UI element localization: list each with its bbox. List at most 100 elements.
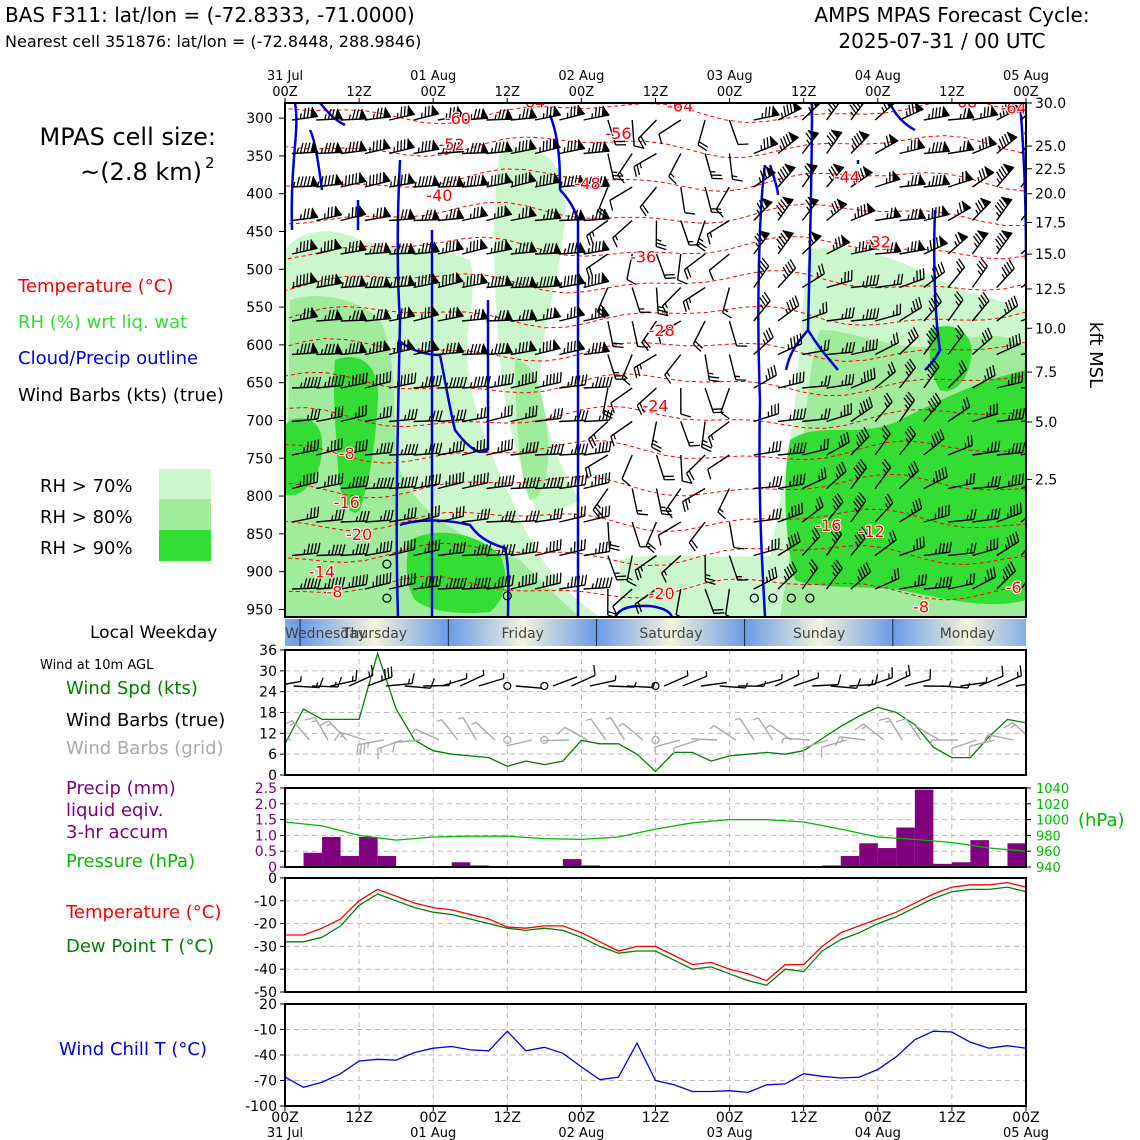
barb-feather [892,170,894,182]
barb-feather [303,240,306,252]
barb-staff [971,300,990,322]
barb-feather [832,528,841,538]
y-tick-label: 6 [268,747,277,763]
wind-barb-250 [340,372,368,389]
barb-half-feather [546,547,548,553]
wind-barb-198 [583,306,610,322]
barb-staff [437,481,464,490]
barb-feather [927,400,935,411]
pressure-tick-label: 1020 [1036,798,1069,813]
barb-feather [306,142,311,153]
temperature-contour-9 [285,405,1026,429]
barb-feather [972,235,981,245]
barb-feather [796,408,800,420]
barb-feather [358,440,361,452]
barb-staff [586,253,609,270]
barb-half-feather [816,272,820,278]
barb-feather [788,299,794,310]
barb-feather [428,443,432,455]
barb-feather [583,505,586,517]
barb-feather [487,544,492,555]
barb-feather [805,199,813,209]
barb-feather [967,436,970,447]
barb-half-feather [611,171,618,174]
barb-feather [525,442,529,454]
barb-feather [466,276,469,287]
pressure-tick-label: 300 [246,111,273,127]
barb-feather [916,270,919,282]
barb-half-feather [1007,481,1010,487]
barb-feather [1019,665,1023,676]
barb-feather [756,202,763,213]
barb-feather [713,612,725,615]
barb-feather [836,198,842,209]
barb-feather [494,174,497,186]
barb-half-feather [851,145,855,151]
barb-staff [413,515,439,523]
barb-feather [686,267,692,278]
barb-feather [483,439,486,450]
barb-feather [982,291,990,302]
barb-staff [867,676,893,687]
barb-feather [584,443,589,454]
barb-feather [483,544,488,555]
barb-staff [898,367,917,389]
barb-feather [529,309,533,320]
barb-feather [598,377,603,388]
barb-feather [573,274,577,285]
height-tick-label: 20.0 [1035,187,1066,203]
barb-half-feather [758,177,762,183]
barb-feather [789,103,793,114]
barb-staff [364,519,391,523]
barb-half-feather [465,673,468,679]
barb-feather [788,131,794,142]
wind-barb-281 [340,404,367,423]
barb-half-feather [820,445,822,451]
barb-half-feather [768,447,771,453]
barb-feather [639,311,651,313]
wind-barb-373 [316,509,345,523]
barb-feather [390,666,393,677]
wind-barb-58 [947,140,975,155]
barb-feather [455,473,458,485]
barb-feather [365,543,370,554]
barb-half-feather [928,147,931,154]
barb-staff [899,507,923,523]
pressure-tick-label: 1000 [1036,814,1069,829]
barb-staff [923,333,940,355]
barb-feather [501,141,505,153]
barb-feather [848,342,852,353]
barb-staff [462,717,477,741]
barb-feather [861,526,868,536]
barb-staff [774,674,800,687]
barb-half-feather [686,670,689,676]
wind-barb-375 [364,509,394,523]
barb-half-feather [476,514,479,521]
legend-wind-speed: Wind Spd (kts) [66,678,198,699]
barb-staff [626,555,633,582]
barb-half-feather [542,113,545,119]
barb-half-feather [673,748,675,754]
barb-half-feather [905,671,908,677]
barb-staff [654,739,681,748]
barb-feather [525,207,528,218]
barb-feather [1011,374,1014,385]
barb-staff [404,685,431,689]
barb-feather [501,374,504,386]
barb-half-feather [618,722,624,727]
barb-staff [592,488,609,511]
wind-barb-102 [510,206,537,222]
barb-staff [655,287,659,314]
barb-feather [459,409,464,421]
barb-staff [510,551,537,557]
barb-half-feather [573,513,576,519]
wind-barb-415 [583,541,612,557]
wind-barb-456 [826,559,843,590]
barb-staff [559,515,585,523]
barb-feather [303,377,308,388]
barb-staff [951,739,977,750]
wind-barb-28 [972,105,999,121]
barb-feather [327,175,331,186]
wind-barb-419 [661,554,682,583]
barb-feather [414,507,417,518]
